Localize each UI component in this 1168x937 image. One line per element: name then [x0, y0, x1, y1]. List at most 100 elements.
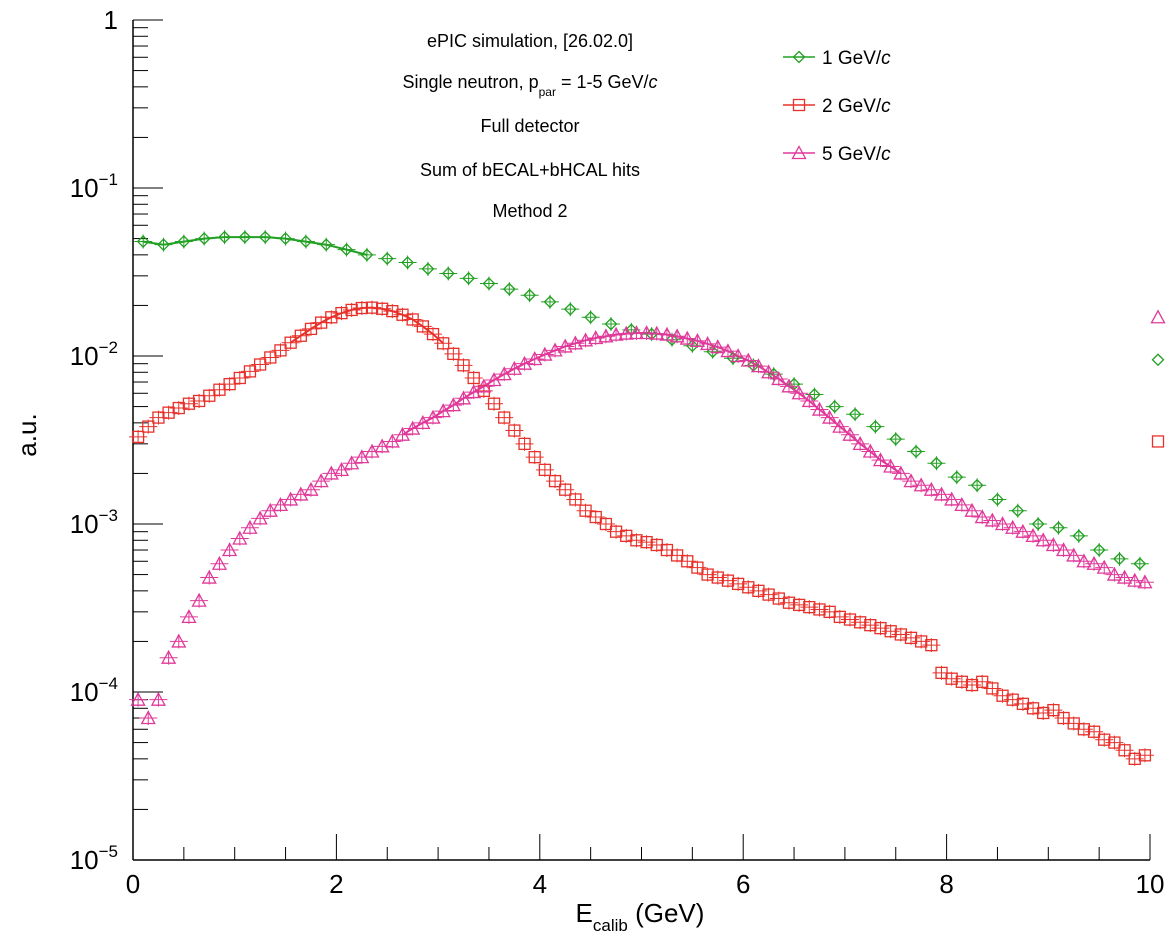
data-point [172, 401, 185, 415]
fit-curve-3 [401, 332, 902, 475]
data-point [807, 388, 821, 401]
data-point [1116, 569, 1133, 584]
overflow-point [1150, 309, 1166, 324]
data-point [1127, 572, 1143, 587]
data-point [852, 435, 868, 450]
data-point [710, 339, 726, 354]
data-point [498, 411, 511, 424]
data-point [1055, 542, 1072, 557]
data-point [223, 377, 236, 391]
data-point [426, 327, 440, 341]
data-point [396, 308, 409, 321]
data-point [608, 326, 624, 341]
data-point [665, 333, 679, 347]
legend-entry-2: 2 GeV/c [783, 96, 891, 117]
data-point [913, 477, 929, 492]
x-tick-label: 2 [329, 869, 343, 899]
data-point [543, 295, 557, 309]
data-point [1098, 733, 1111, 746]
data-point [299, 235, 313, 248]
data-point [752, 584, 765, 598]
data-point [523, 288, 537, 302]
data-point [445, 397, 461, 412]
data-point [904, 631, 918, 645]
data-point [964, 502, 980, 517]
data-point [238, 230, 252, 244]
annotation-line-1: ePIC simulation, [26.02.0] [427, 31, 633, 51]
data-point [761, 364, 777, 379]
data-point [487, 397, 501, 410]
data-point [563, 302, 577, 316]
data-point [889, 432, 903, 446]
data-point [177, 235, 191, 248]
data-point [813, 603, 826, 616]
data-point [848, 407, 862, 421]
legend-entry-3: 5 GeV/c [783, 144, 891, 165]
y-tick-label: 1 [104, 5, 118, 35]
data-point [781, 378, 797, 393]
data-point [609, 525, 623, 538]
data-point [599, 517, 613, 531]
data-point [253, 358, 267, 371]
data-point [437, 337, 450, 350]
data-point [374, 438, 390, 453]
data-point [482, 277, 496, 290]
data-point [604, 317, 618, 331]
data-point [669, 328, 685, 343]
data-point [528, 450, 541, 464]
data-point [1092, 543, 1106, 557]
data-point [304, 322, 318, 336]
x-tick-label: 6 [736, 869, 750, 899]
data-point [945, 672, 958, 685]
data-point [559, 483, 572, 496]
data-point [211, 555, 228, 570]
y-axis-label: a.u. [12, 413, 42, 456]
y-tick-label: 10−5 [70, 842, 118, 875]
data-point [974, 509, 990, 524]
data-point [283, 491, 299, 506]
data-point [915, 635, 928, 648]
data-point [1052, 521, 1065, 535]
x-tick-label: 10 [1136, 869, 1165, 899]
data-point [462, 271, 476, 285]
data-point [740, 352, 756, 367]
data-point [994, 516, 1011, 531]
data-point [691, 561, 704, 574]
data-point [620, 529, 633, 543]
data-point [508, 424, 521, 437]
data-point [811, 401, 828, 416]
data-point [406, 313, 419, 326]
data-point [944, 491, 960, 506]
data-point [721, 574, 735, 587]
data-point [293, 486, 309, 501]
data-point [345, 303, 358, 317]
data-point [731, 577, 745, 591]
data-point [197, 232, 211, 245]
data-point [792, 598, 806, 612]
data-point [950, 470, 964, 484]
data-point [976, 675, 989, 688]
data-point [986, 682, 999, 695]
data-point [441, 267, 455, 280]
data-point [864, 618, 877, 632]
data-point [700, 336, 716, 351]
data-point [996, 689, 1009, 702]
data-point [365, 301, 379, 314]
legend-marker [792, 98, 806, 112]
legend-label: 1 GeV/c [822, 48, 891, 69]
data-point [1005, 519, 1021, 534]
data-point [833, 610, 846, 624]
data-point [1086, 555, 1102, 570]
data-point [638, 325, 655, 340]
data-point [843, 613, 857, 626]
y-tick-label: 10−3 [70, 506, 118, 539]
data-point [1066, 547, 1082, 562]
data-point [894, 628, 907, 641]
data-point [181, 609, 197, 624]
data-point [1108, 736, 1121, 749]
series-1-points [134, 230, 1165, 571]
data-point [577, 332, 594, 347]
data-point [679, 330, 695, 345]
data-point [1006, 693, 1019, 706]
